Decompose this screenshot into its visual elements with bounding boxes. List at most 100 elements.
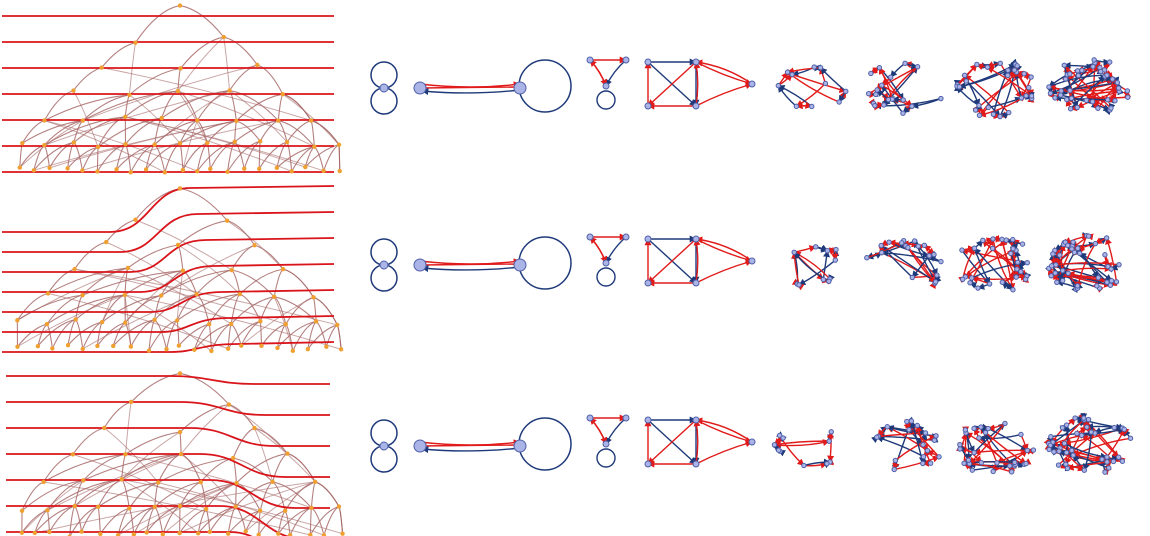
causal-edge	[49, 120, 237, 169]
causal-edge	[125, 116, 292, 172]
event-node	[283, 321, 288, 327]
red-edge	[1062, 264, 1112, 272]
graph-step-2	[413, 417, 572, 471]
causal-edge	[180, 453, 237, 507]
graph-node	[748, 257, 756, 265]
graph-node	[924, 447, 931, 454]
graph-node	[985, 104, 992, 111]
foliation-line	[6, 479, 330, 509]
graph-node	[999, 236, 1005, 243]
causal-edge	[154, 506, 164, 535]
graph-node	[586, 233, 594, 241]
causal-edge	[314, 481, 340, 507]
causal-edge	[101, 67, 312, 122]
causal-edge	[97, 506, 101, 534]
causal-edge	[196, 269, 232, 295]
event-node	[287, 532, 293, 536]
graph-node	[1018, 95, 1025, 101]
graph-node	[602, 259, 610, 267]
graph-node	[1091, 57, 1097, 63]
red-edge	[1105, 237, 1118, 282]
causal-edge	[148, 319, 178, 351]
causal-edge	[258, 510, 286, 536]
red-edge	[647, 238, 697, 284]
red-edge	[795, 82, 826, 107]
causal-edge	[257, 64, 284, 95]
graph-step-7	[956, 420, 1037, 475]
graph-node	[926, 253, 932, 259]
graph-node	[963, 78, 969, 84]
graph-node	[989, 245, 996, 252]
graph-node	[965, 457, 972, 463]
event-node	[72, 503, 77, 509]
graph-node	[931, 251, 937, 258]
causal-edge	[124, 90, 178, 118]
causal-edge	[146, 505, 181, 533]
graph-node	[1072, 415, 1078, 421]
causal-edge	[104, 427, 159, 483]
causal-edge	[223, 36, 258, 66]
graph-node	[1070, 239, 1076, 245]
graph-node	[1110, 458, 1117, 465]
graph-node	[933, 433, 939, 439]
graph-node	[1081, 415, 1087, 421]
event-node	[174, 318, 180, 323]
graph-node	[1056, 448, 1062, 454]
blue-edge	[1070, 75, 1106, 110]
graph-node	[1070, 452, 1076, 458]
graph-node	[1068, 95, 1075, 101]
event-node	[45, 508, 50, 513]
graph-node	[513, 439, 527, 453]
graph-node	[1061, 440, 1068, 447]
causal-edge	[103, 401, 132, 429]
graph-node	[1047, 442, 1054, 448]
graph-step-6	[864, 238, 944, 290]
event-node	[177, 371, 183, 376]
causal-edge	[121, 453, 182, 480]
causal-edge	[227, 140, 261, 173]
graph-node	[1007, 463, 1013, 469]
event-node	[71, 88, 76, 93]
graph-node	[1057, 252, 1063, 258]
causal-edge	[176, 293, 240, 321]
event-node	[335, 322, 340, 328]
causal-edge	[73, 116, 126, 143]
event-node	[207, 529, 213, 535]
graph-node	[780, 435, 786, 441]
graph-node	[817, 65, 824, 71]
graph-node	[379, 83, 389, 93]
graph-node	[876, 64, 883, 71]
event-node	[98, 531, 103, 536]
graph-node	[1048, 273, 1054, 279]
causal-edge	[179, 508, 207, 534]
event-node	[80, 346, 85, 352]
event-node	[123, 141, 128, 147]
loop-edge	[518, 417, 572, 471]
graph-node	[978, 459, 984, 466]
graph-node	[1124, 88, 1131, 94]
graph-node	[931, 437, 938, 443]
causal-edge	[234, 120, 279, 143]
graph-node	[692, 416, 700, 424]
graph-node	[1057, 92, 1064, 98]
event-node	[128, 170, 133, 175]
causal-edge	[229, 90, 279, 121]
causal-edge	[74, 241, 107, 270]
event-node	[175, 242, 181, 248]
causal-edge	[310, 120, 340, 146]
graph-node	[1109, 76, 1116, 82]
event-node	[282, 508, 288, 513]
graph-node	[801, 462, 807, 469]
causal-edge	[226, 220, 284, 270]
blue-edge	[820, 67, 847, 92]
graph-node	[1105, 97, 1111, 103]
red-edge	[695, 82, 753, 107]
event-node	[195, 118, 200, 123]
graph-node	[1067, 71, 1073, 77]
event-node	[17, 165, 22, 170]
event-node	[45, 291, 51, 296]
causal-edge	[47, 268, 75, 294]
graph-node	[1111, 424, 1117, 431]
graph-node	[1121, 426, 1127, 433]
graph-node	[1063, 461, 1069, 467]
